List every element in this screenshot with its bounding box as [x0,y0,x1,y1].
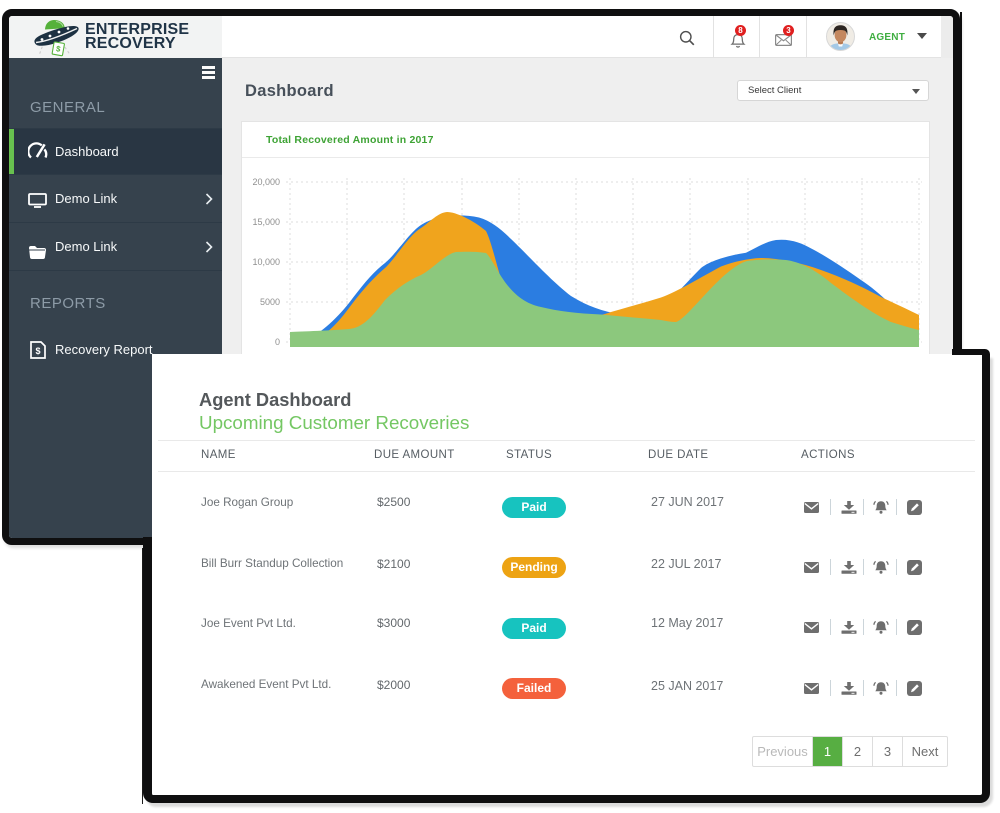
svg-text:0: 0 [275,337,280,347]
svg-text:10,000: 10,000 [252,257,280,267]
svg-text:5000: 5000 [260,297,280,307]
svg-text:$: $ [55,44,61,54]
svg-text:$: $ [35,346,40,356]
svg-text:15,000: 15,000 [252,217,280,227]
svg-text:20,000: 20,000 [252,177,280,187]
